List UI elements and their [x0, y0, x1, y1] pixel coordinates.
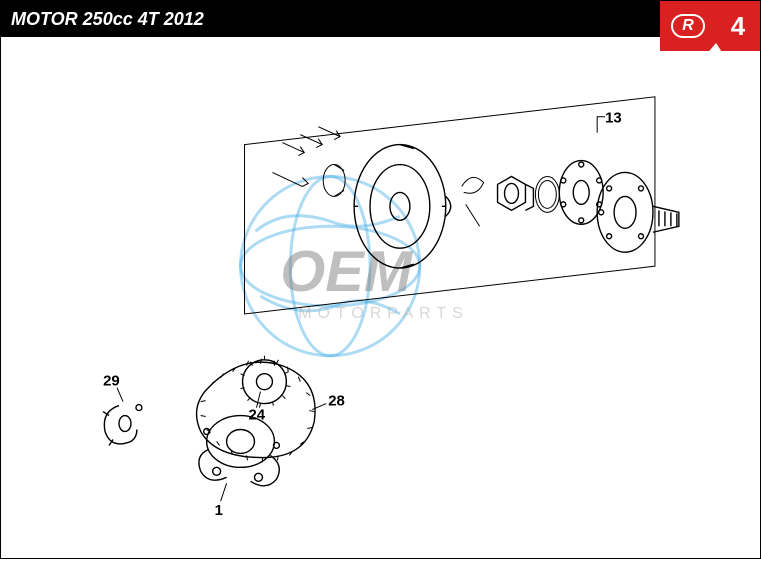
brand-logo-letter: R	[671, 14, 705, 38]
spacer-nut	[498, 176, 534, 210]
pump-body-1	[199, 416, 279, 486]
leader-13	[597, 117, 605, 133]
leader-1	[221, 483, 227, 501]
callout-28: 28	[328, 393, 345, 410]
callout-13: 13	[605, 110, 622, 127]
callout-29: 29	[103, 373, 120, 390]
page-title: MOTOR 250cc 4T 2012	[11, 9, 204, 30]
watermark-sub: MOTORPARTS	[298, 305, 468, 322]
callout-1: 1	[215, 502, 223, 519]
callout-24: 24	[249, 407, 266, 424]
watermark-main: OEM	[280, 240, 413, 304]
header-bar: MOTOR 250cc 4T 2012 R 4	[1, 1, 760, 37]
o-ring	[535, 176, 559, 212]
leader-29	[117, 388, 123, 402]
hub	[597, 172, 679, 252]
bracket-29	[103, 405, 142, 446]
parts-diagram-svg: OEM MOTORPARTS	[1, 37, 760, 558]
retainer-clip	[462, 177, 484, 226]
diagram-canvas: OEM MOTORPARTS	[1, 37, 760, 558]
